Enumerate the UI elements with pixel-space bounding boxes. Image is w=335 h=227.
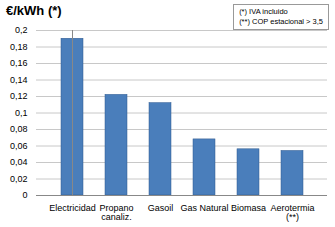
svg-text:Gas Natural: Gas Natural xyxy=(180,203,228,213)
svg-text:0,1: 0,1 xyxy=(15,108,28,118)
html-text:€/kWh (*): €/kWh (*) xyxy=(6,3,62,18)
svg-text:0,16: 0,16 xyxy=(10,58,28,68)
html-text:(**) COP estacional > 3,5: (**) COP estacional > 3,5 xyxy=(239,17,323,26)
svg-text:0,18: 0,18 xyxy=(10,42,28,52)
svg-text:0,12: 0,12 xyxy=(10,91,28,101)
svg-text:Propanocanaliz.: Propanocanaliz. xyxy=(99,203,133,222)
svg-text:Electricidad: Electricidad xyxy=(49,203,96,213)
html-text:(*) IVA incluido: (*) IVA incluido xyxy=(239,7,288,16)
svg-text:Gasoil: Gasoil xyxy=(148,203,174,213)
svg-text:0,04: 0,04 xyxy=(10,157,28,167)
svg-text:0,08: 0,08 xyxy=(10,124,28,134)
svg-text:0: 0 xyxy=(22,190,27,200)
svg-text:0,06: 0,06 xyxy=(10,141,28,151)
svg-text:0,2: 0,2 xyxy=(15,25,28,35)
svg-text:Biomasa: Biomasa xyxy=(231,203,266,213)
svg-text:0,02: 0,02 xyxy=(10,174,28,184)
svg-text:0,14: 0,14 xyxy=(10,75,28,85)
svg-text:Aerotermia(**): Aerotermia(**) xyxy=(270,203,314,222)
